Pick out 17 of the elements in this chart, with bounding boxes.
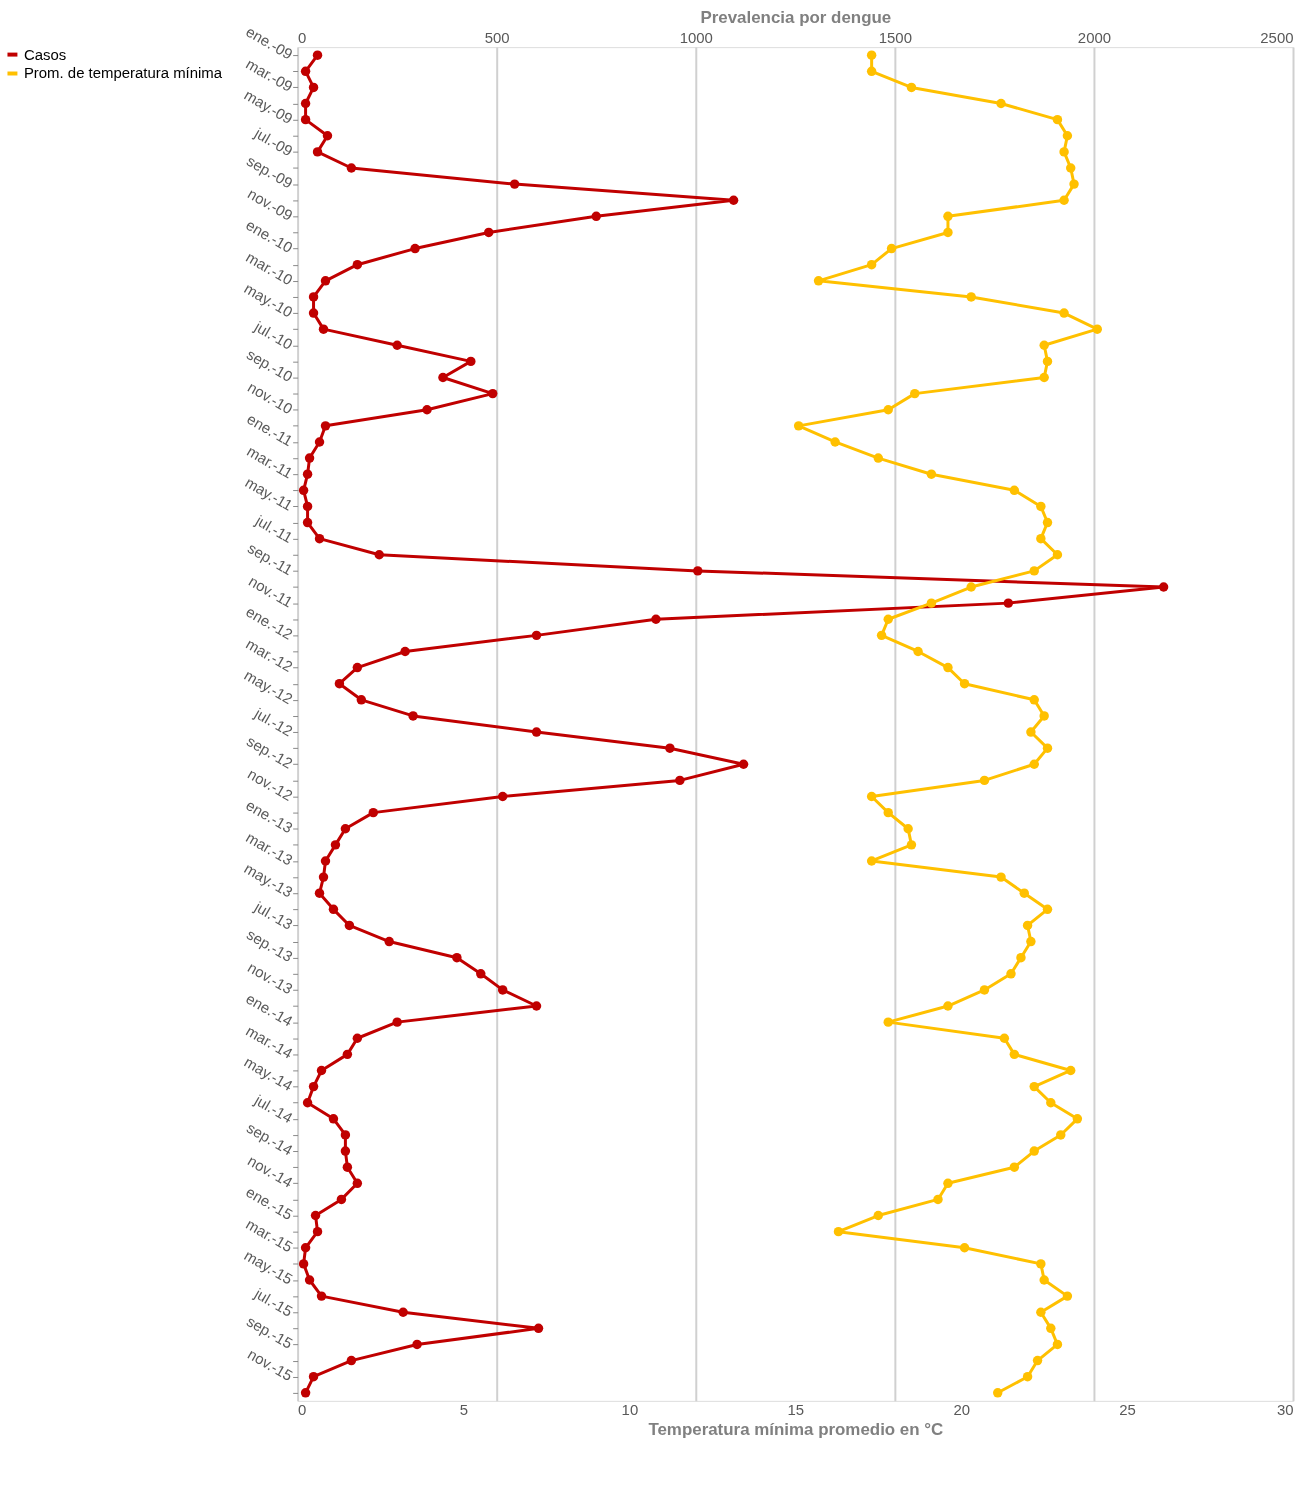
x2-axis-title: Prevalencia por dengue: [700, 7, 892, 27]
x-tick-label: 0: [298, 1401, 307, 1419]
x-tick-label: 20: [953, 1401, 971, 1419]
x2-tick-label: 0: [298, 28, 307, 46]
x-axis-title: Temperatura mínima promedio en °C: [648, 1420, 944, 1440]
x-tick-label: 30: [1276, 1401, 1294, 1419]
x-tick-label: 15: [787, 1401, 805, 1419]
x-tick-label: 10: [621, 1401, 639, 1419]
x2-tick-label: 1000: [679, 28, 713, 46]
x2-tick-label: 500: [484, 28, 510, 46]
x2-tick-label: 2000: [1077, 28, 1112, 46]
legend-label: Casos: [23, 45, 67, 63]
legend-label: Prom. de temperatura mínima: [23, 64, 223, 82]
x2-tick-label: 1500: [878, 28, 912, 46]
x-tick-label: 5: [459, 1401, 469, 1419]
x2-tick-label: 2500: [1260, 28, 1294, 46]
x-tick-label: 25: [1119, 1401, 1136, 1419]
